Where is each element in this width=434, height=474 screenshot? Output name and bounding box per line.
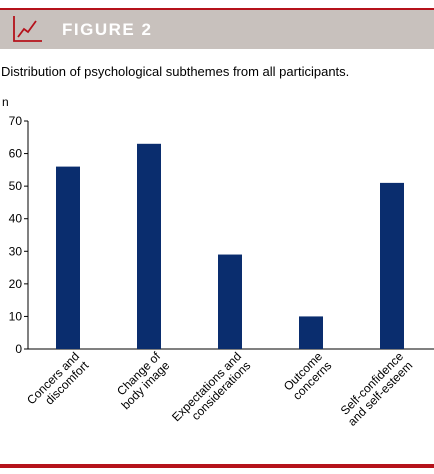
y-tick-label: 40 [9, 212, 23, 226]
chart: n 0 10 20 30 40 50 60 70 Concers anddiscomfort C… [0, 90, 434, 465]
x-tick-label: Concers anddiscomfort [24, 349, 92, 417]
x-tick-label: Self-confidenceand self-esteem [336, 349, 416, 429]
figure-label: FIGURE 2 [62, 19, 153, 39]
y-tick-label: 10 [9, 309, 23, 323]
bar [218, 254, 242, 349]
x-tick-label: Change ofbody image [109, 349, 172, 412]
bottom-rule [0, 464, 434, 468]
bar-chart: n 0 10 20 30 40 50 60 70 Concers anddiscomfort C… [2, 95, 434, 433]
y-tick-label: 20 [9, 277, 23, 291]
x-tick-label: Expectations andconsiderations [169, 349, 253, 433]
top-rule [0, 8, 434, 10]
figure-caption: Distribution of psychological subthemes … [1, 64, 350, 79]
y-tick-label: 50 [9, 179, 23, 193]
y-axis-label: n [2, 95, 9, 109]
bar [137, 143, 161, 349]
bar [56, 166, 80, 349]
y-tick-label: 70 [9, 114, 23, 128]
line-chart-icon [13, 16, 42, 42]
y-tick-label: 0 [15, 342, 22, 356]
x-tick-label: Outcomeconcerns [281, 349, 335, 403]
bar [299, 316, 323, 349]
figure-banner: FIGURE 2 [0, 10, 434, 49]
y-tick-label: 30 [9, 244, 23, 258]
y-tick-label: 60 [9, 147, 23, 161]
bar [380, 182, 404, 349]
